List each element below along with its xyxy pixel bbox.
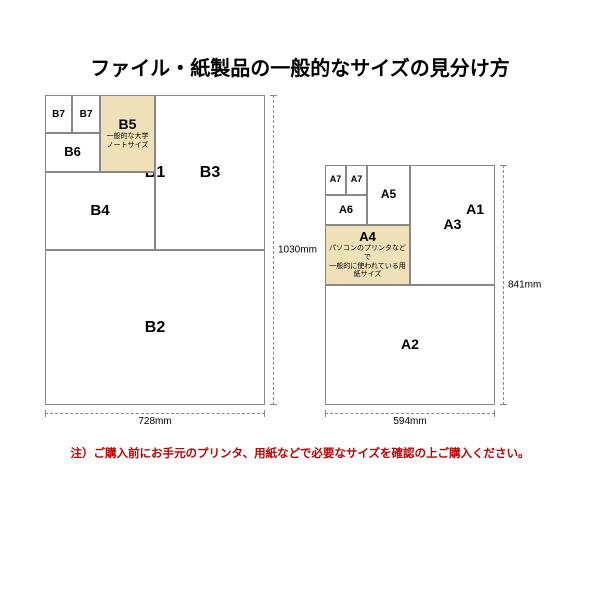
a-cell-a7a: A7: [325, 165, 346, 195]
a-cell-a3: A3: [410, 165, 495, 285]
b-cell-b7a: B7: [45, 95, 72, 133]
b-series-box: B1B2B3B4B5一般的な大学 ノートサイズB6B7B7: [45, 95, 265, 405]
b-width-line: [45, 413, 265, 414]
a-label-a6: A6: [339, 204, 353, 216]
b-label-b5: B5: [119, 117, 137, 132]
b-cell-b2: B2: [45, 250, 265, 405]
b-label-b3: B3: [200, 164, 220, 182]
b-width-label: 728mm: [138, 416, 171, 427]
a-width-tick-r: [494, 410, 495, 417]
page-title: ファイル・紙製品の一般的なサイズの見分け方: [0, 52, 600, 81]
a-series-box: A1A2A3A4パソコンのプリンタなどで 一般的に使われている用紙サイズA5A6…: [325, 165, 495, 405]
a-cell-a4: A4パソコンのプリンタなどで 一般的に使われている用紙サイズ: [325, 225, 410, 285]
b-height-label: 1030mm: [278, 245, 317, 256]
a-cell-a2: A2: [325, 285, 495, 405]
a-cell-a6: A6: [325, 195, 367, 225]
b-cell-b5: B5一般的な大学 ノートサイズ: [100, 95, 155, 172]
b-height-line: [273, 95, 274, 405]
b-height-tick-top: [270, 95, 277, 96]
b-cell-b3: B3: [155, 95, 265, 250]
a-width-line: [325, 413, 495, 414]
b-label-b4: B4: [90, 203, 109, 220]
b-sublabel-b5: 一般的な大学 ノートサイズ: [106, 133, 150, 151]
a-label-a5: A5: [381, 188, 396, 201]
b-label-b7a: B7: [52, 109, 65, 120]
a-label-a7a: A7: [330, 175, 342, 185]
diagram-canvas: ファイル・紙製品の一般的なサイズの見分け方 B1B2B3B4B5一般的な大学 ノ…: [0, 0, 600, 600]
a-label-a2: A2: [401, 337, 419, 352]
a-sublabel-a4: パソコンのプリンタなどで 一般的に使われている用紙サイズ: [326, 245, 409, 280]
a-cell-a7b: A7: [346, 165, 367, 195]
a-label-a7b: A7: [351, 175, 363, 185]
caution-note: 注）ご購入前にお手元のプリンタ、用紙などで必要なサイズを確認の上ご購入ください。: [0, 445, 600, 461]
a-height-label: 841mm: [508, 280, 541, 291]
a-height-tick-bot: [500, 404, 507, 405]
a-width-tick-l: [325, 410, 326, 417]
a-label-a3: A3: [444, 217, 462, 232]
b-width-tick-l: [45, 410, 46, 417]
b-cell-b4: B4: [45, 172, 155, 250]
b-cell-b6: B6: [45, 133, 100, 172]
a-label-a4: A4: [359, 230, 376, 244]
b-label-b2: B2: [145, 319, 165, 337]
b-label-b6: B6: [64, 145, 81, 159]
a-height-line: [503, 165, 504, 405]
b-height-tick-bot: [270, 404, 277, 405]
a-width-label: 594mm: [393, 416, 426, 427]
b-width-tick-r: [264, 410, 265, 417]
a-height-tick-top: [500, 165, 507, 166]
a-cell-a5: A5: [367, 165, 410, 225]
b-cell-b7b: B7: [72, 95, 100, 133]
b-label-b7b: B7: [80, 109, 93, 120]
